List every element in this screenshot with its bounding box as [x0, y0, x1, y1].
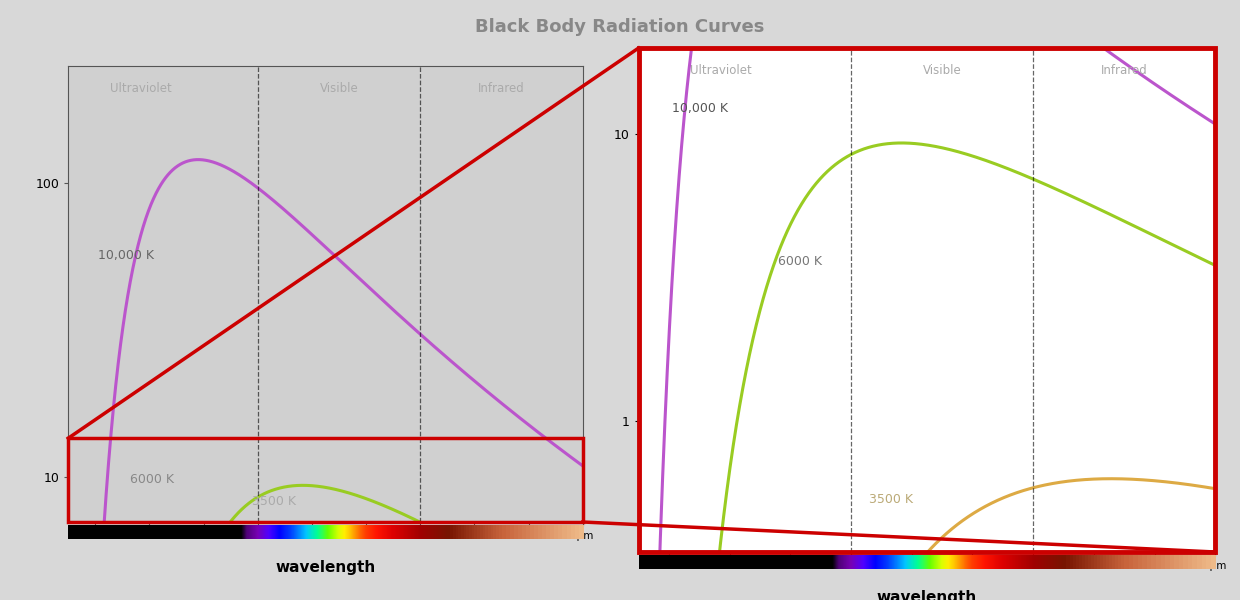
Text: Visible: Visible [320, 82, 358, 95]
Text: 6000 K: 6000 K [779, 255, 822, 268]
X-axis label: wavelength: wavelength [877, 590, 977, 600]
Text: 6000 K: 6000 K [130, 473, 175, 486]
Text: Infrared: Infrared [479, 82, 525, 95]
X-axis label: wavelength: wavelength [275, 560, 376, 575]
Bar [639, 48, 1215, 552]
Text: Visible: Visible [923, 64, 961, 77]
Text: Infrared: Infrared [1101, 64, 1147, 77]
Text: 3500 K: 3500 K [869, 493, 913, 506]
Text: 10,000 K: 10,000 K [672, 101, 728, 115]
Text: Black Body Radiation Curves: Black Body Radiation Curves [475, 18, 765, 36]
Text: 3500 K: 3500 K [253, 495, 296, 508]
Text: Ultraviolet: Ultraviolet [689, 64, 751, 77]
Text: 10,000 K: 10,000 K [98, 249, 154, 262]
Bar [68, 438, 583, 522]
Text: Ultraviolet: Ultraviolet [110, 82, 172, 95]
